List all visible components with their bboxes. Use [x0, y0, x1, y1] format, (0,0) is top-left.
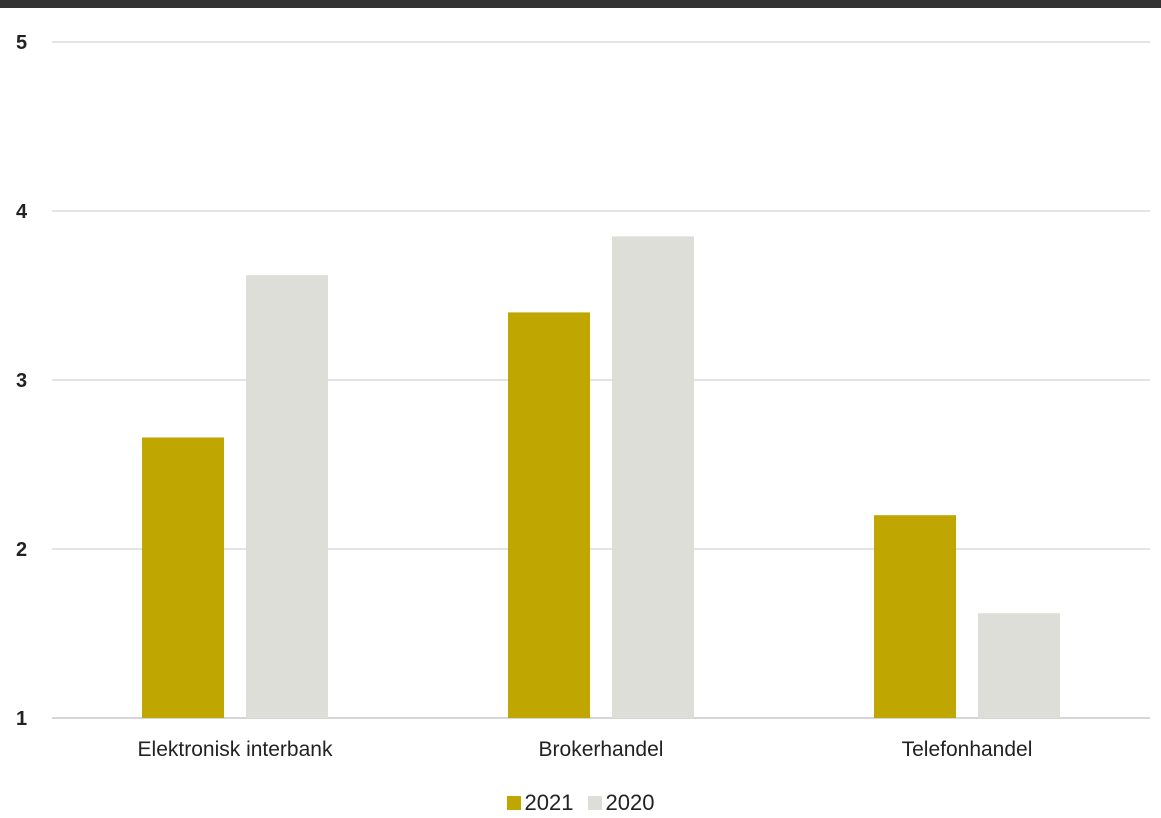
bar-chart: 1 2 3 4 5 Elektronisk interbank Brokerhandel Te… [16, 32, 1150, 761]
bar-2021-brokerhandel [508, 312, 590, 718]
x-tick-label-elektronisk-interbank: Elektronisk interbank [138, 738, 333, 761]
y-tick-label-3: 3 [16, 370, 27, 392]
bar-2021-telefonhandel [874, 515, 956, 718]
legend: 2021 2020 [0, 788, 1161, 818]
legend-label-2021: 2021 [524, 790, 574, 815]
legend-item-2021: 2021 [506, 790, 574, 816]
bar-2021-elektronisk-interbank [142, 437, 224, 718]
top-bar [0, 0, 1161, 8]
x-tick-label-telefonhandel: Telefonhandel [902, 738, 1033, 761]
y-tick-label-2: 2 [16, 539, 27, 561]
legend-swatch-2021 [506, 796, 521, 810]
x-tick-label-brokerhandel: Brokerhandel [539, 738, 664, 761]
legend-item-2020: 2020 [587, 790, 655, 816]
bar-2020-telefonhandel [978, 613, 1060, 718]
bar-2020-brokerhandel [612, 236, 694, 718]
y-tick-label-1: 1 [16, 708, 27, 730]
legend-label-2020: 2020 [605, 790, 655, 815]
legend-swatch-2020 [587, 796, 602, 810]
bar-2020-elektronisk-interbank [246, 275, 328, 718]
y-tick-label-5: 5 [16, 32, 27, 54]
y-tick-label-4: 4 [16, 201, 28, 223]
